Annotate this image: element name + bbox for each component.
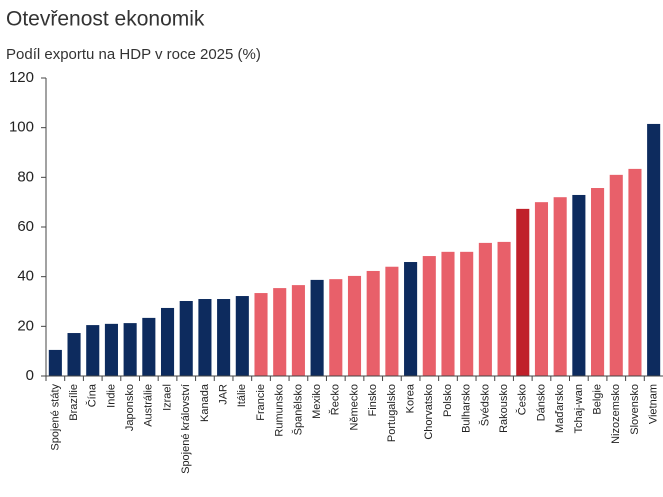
y-tick-label: 20 [17,317,34,334]
y-tick-label: 40 [17,268,34,285]
x-tick-label: Izrael [161,384,173,411]
bar [48,349,62,376]
bar [628,168,642,376]
x-tick-label: Nizozemsko [610,384,622,444]
bar [198,299,212,376]
x-tick-label: Bulharsko [461,384,473,433]
bar [254,293,268,376]
x-tick-label: Portugalsko [386,384,398,442]
bar [291,285,305,376]
x-tick-label: Spojené království [180,384,192,474]
bar [86,325,100,376]
bar [347,275,362,376]
x-tick-label: Tchaj-wan [573,384,585,434]
y-tick-label: 80 [17,168,34,185]
bar [647,123,661,376]
x-tick-label: Japonsko [124,384,136,431]
x-tick-label: Vietnam [648,384,660,424]
bar [478,242,492,376]
x-tick-label: Dánsko [535,384,547,421]
bar [217,299,231,376]
chart-subtitle: Podíl exportu na HDP v roce 2025 (%) [6,46,261,63]
bar [160,307,175,376]
x-tick-label: Chorvatsko [423,384,435,440]
bar [273,288,287,376]
x-tick-label: Spojené státy [49,384,61,451]
bar [591,188,605,376]
x-tick-label: Slovensko [629,384,641,435]
x-tick-label: Mexiko [311,384,323,419]
bar [534,202,549,376]
x-tick-label: Rakousko [498,384,510,433]
x-tick-label: Španělsko [291,384,304,435]
bar [123,323,137,376]
x-tick-label: Kanada [199,383,211,422]
x-tick-label: Indie [105,384,117,408]
y-tick-label: 100 [9,119,34,136]
x-tick-label: Belgie [591,384,603,415]
x-tick-label: Itálie [236,384,248,407]
bar [179,301,193,376]
x-tick-label: Švédsko [478,384,491,426]
bar [441,251,455,376]
x-tick-label: Austrálie [143,384,155,427]
chart-title: Otevřenost ekonomik [6,8,205,31]
bar [329,279,343,376]
x-tick-label: JAR [218,384,230,405]
bar [366,270,380,376]
x-tick-label: Korea [404,383,416,413]
y-tick-label: 60 [17,218,34,235]
bar [572,194,586,376]
x-tick-label: Brazílie [68,384,80,421]
x-tick-label: Rumunsko [274,384,286,437]
bar [235,296,249,376]
x-tick-label: Česko [516,384,529,415]
bar [497,241,511,376]
y-tick-label: 120 [9,69,34,86]
bar [142,317,156,376]
x-tick-label: Francie [255,384,267,421]
bar [553,197,567,376]
bar [460,251,474,376]
bar [67,333,81,376]
y-tick-label: 0 [26,367,34,384]
bar [385,266,399,376]
x-tick-label: Řecko [329,384,342,415]
bar [104,323,118,376]
x-tick-label: Maďarsko [554,384,566,433]
bar [404,262,418,376]
bar [422,256,436,376]
bar [609,174,623,376]
x-tick-label: Německo [348,384,360,430]
bar [310,279,324,376]
x-tick-label: Čína [86,383,99,407]
x-tick-label: Finsko [367,384,379,416]
x-tick-label: Polsko [442,384,454,417]
bar [516,208,530,376]
